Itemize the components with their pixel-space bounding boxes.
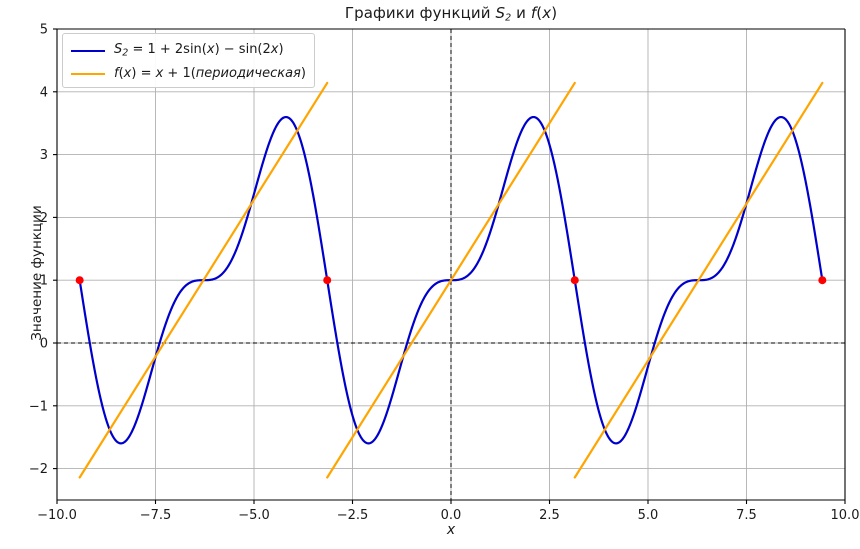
line-segment-f	[78, 81, 329, 479]
x-tick-label: −7.5	[140, 508, 172, 523]
x-tick-label: 2.5	[539, 508, 560, 523]
y-tick-label: 4	[40, 85, 48, 100]
title-text-part3: (	[536, 4, 543, 22]
legend-label-s2: S2 = 1 + 2sin(x) − sin(2x)	[114, 42, 284, 59]
marker-point	[323, 276, 332, 285]
legend-item-s2: S2 = 1 + 2sin(x) − sin(2x)	[71, 39, 306, 62]
title-text-part4: )	[551, 4, 558, 22]
legend-swatch-f	[71, 72, 105, 75]
x-tick-label: 7.5	[736, 508, 757, 523]
y-tick-label: −2	[29, 462, 48, 477]
x-tick-label: 5.0	[638, 508, 659, 523]
y-tick-label: 5	[40, 23, 48, 38]
x-tick-label: 0.0	[441, 508, 462, 523]
title-symbol-s: S	[495, 4, 506, 22]
y-axis-label: Значение функции	[29, 205, 45, 341]
y-tick-label: 2	[40, 211, 48, 226]
x-tick-label: −10.0	[37, 508, 77, 523]
line-segment-f	[326, 81, 576, 479]
y-tick-label: 0	[40, 337, 48, 352]
legend-label-f: f(x) = x + 1(периодическая)	[114, 66, 306, 81]
marker-point	[75, 276, 84, 285]
x-tick-label: 10.0	[831, 508, 860, 523]
title-symbol-s-subscript: 2	[505, 12, 512, 24]
line-segment-f	[573, 81, 824, 479]
intersection-markers	[75, 276, 827, 285]
zero-reference-lines	[57, 29, 845, 500]
y-tick-label: 1	[40, 274, 48, 289]
legend-item-f: f(x) = x + 1(периодическая)	[71, 62, 306, 85]
y-tick-label: −1	[29, 399, 48, 414]
tick-marks-and-labels: −10.0 −7.5 −5.0 −2.5 0.0 2.5 5.0 7.5 10.0 −2 −1 0 1 2…	[29, 23, 860, 524]
title-symbol-f: f	[530, 4, 537, 22]
x-tick-label: −5.0	[238, 508, 270, 523]
marker-point	[570, 276, 579, 285]
series-f-sawtooth	[78, 81, 824, 479]
chart-legend: S2 = 1 + 2sin(x) − sin(2x) f(x) = x + 1(…	[62, 33, 315, 88]
legend-swatch-s2	[71, 49, 105, 52]
x-axis-label: x	[446, 522, 456, 538]
title-symbol-x: x	[542, 4, 552, 22]
title-text-part1: Графики функций	[344, 4, 496, 22]
y-tick-label: 3	[40, 148, 48, 163]
title-text-part2: и	[511, 4, 531, 22]
x-tick-label: −2.5	[337, 508, 369, 523]
marker-point	[818, 276, 827, 285]
chart-title: Графики функций S2 и f(x)	[57, 4, 845, 24]
